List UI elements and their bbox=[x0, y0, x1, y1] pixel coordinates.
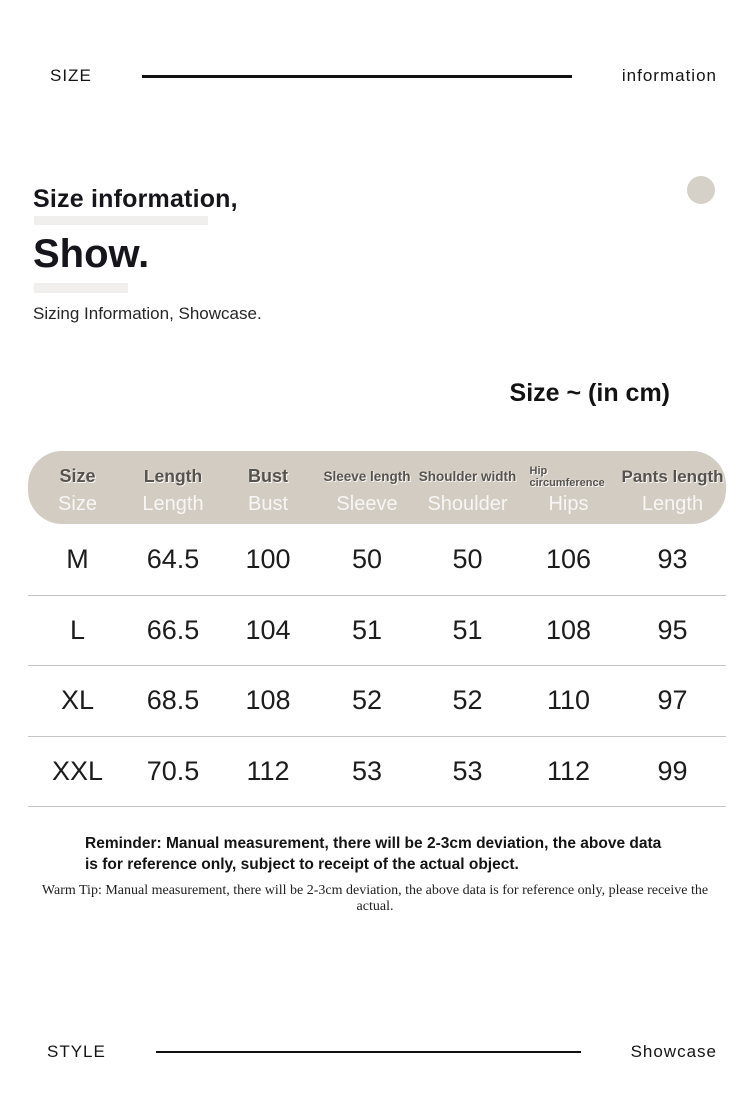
size-row-xl: XL 68.5 108 52 52 110 97 bbox=[28, 666, 726, 737]
header-sublabel-length: Length bbox=[142, 493, 204, 515]
header-cell-pants: Pants length Length bbox=[619, 462, 726, 524]
cell-length: 64.5 bbox=[146, 544, 200, 575]
top-banner-right-label: information bbox=[621, 66, 717, 85]
cell-pants: 97 bbox=[657, 685, 688, 716]
header-cell-shoulder: Shoulder width Shoulder bbox=[417, 462, 518, 524]
header-label-sleeve: Sleeve length bbox=[323, 468, 411, 484]
top-banner-left-label: SIZE bbox=[50, 66, 92, 85]
heading-highlight-bar-2 bbox=[34, 283, 128, 293]
heading-highlight-bar-1 bbox=[34, 216, 208, 225]
header-sublabel-hips: Hips bbox=[548, 493, 589, 515]
cell-length: 70.5 bbox=[146, 755, 200, 786]
reminder-text: Reminder: Manual measurement, there will… bbox=[85, 835, 662, 873]
header-sublabel-pants: Length bbox=[641, 493, 704, 515]
cell-bust: 108 bbox=[245, 685, 291, 716]
page-subtitle: Sizing Information, Showcase. bbox=[33, 304, 262, 323]
cell-shoulder: 52 bbox=[452, 685, 483, 716]
cell-sleeve: 51 bbox=[351, 614, 383, 645]
cell-hips: 112 bbox=[546, 755, 591, 786]
size-table-body: M 64.5 100 50 50 106 93 L 66.5 104 51 51… bbox=[28, 525, 726, 807]
size-table: Size Size Length Length Bust Bust Sleeve… bbox=[28, 451, 726, 807]
cell-sleeve: 50 bbox=[351, 544, 383, 575]
cell-sleeve: 53 bbox=[351, 755, 383, 786]
header-sublabel-bust: Bust bbox=[247, 493, 289, 515]
header-sublabel-size: Size bbox=[58, 493, 97, 515]
cell-length: 66.5 bbox=[146, 614, 200, 645]
cell-shoulder: 50 bbox=[452, 544, 483, 575]
cell-size: XXL bbox=[51, 755, 104, 786]
cell-bust: 112 bbox=[246, 755, 290, 786]
cell-shoulder: 53 bbox=[452, 755, 483, 786]
cell-pants: 95 bbox=[657, 614, 688, 645]
cell-hips: 106 bbox=[545, 544, 592, 575]
cell-hips: 110 bbox=[546, 685, 591, 716]
bottom-banner-left-label: STYLE bbox=[47, 1042, 106, 1061]
cell-size: L bbox=[69, 614, 86, 645]
header-sublabel-sleeve: Sleeve bbox=[336, 493, 398, 515]
cell-bust: 100 bbox=[245, 544, 291, 575]
bottom-banner-rule bbox=[155, 1051, 581, 1053]
cell-sleeve: 52 bbox=[351, 685, 383, 716]
size-row-l: L 66.5 104 51 51 108 95 bbox=[28, 596, 726, 666]
page-title-line2: Show. bbox=[33, 232, 150, 276]
header-cell-length: Length Length bbox=[127, 462, 219, 524]
top-banner-rule bbox=[141, 74, 572, 78]
header-cell-sleeve: Sleeve length Sleeve bbox=[317, 462, 417, 524]
unit-note: Size ~ (in cm) bbox=[509, 379, 670, 407]
header-label-shoulder: Shoulder width bbox=[418, 468, 517, 484]
header-label-hips: Hip circumference bbox=[529, 464, 605, 489]
header-cell-size: Size Size bbox=[28, 462, 127, 524]
decorative-dot-icon bbox=[687, 176, 715, 204]
cell-shoulder: 51 bbox=[452, 614, 483, 645]
top-banner: SIZE information bbox=[50, 66, 717, 86]
cell-hips: 108 bbox=[545, 614, 592, 645]
cell-size: XL bbox=[60, 685, 95, 716]
header-label-pants: Pants length bbox=[621, 466, 724, 486]
cell-length: 68.5 bbox=[146, 685, 200, 716]
page-title-line1: Size information, bbox=[33, 185, 238, 213]
warm-tip-text: Warm Tip: Manual measurement, there will… bbox=[41, 883, 709, 914]
cell-pants: 99 bbox=[657, 755, 688, 786]
bottom-banner-right-label: Showcase bbox=[630, 1042, 717, 1061]
size-row-m: M 64.5 100 50 50 106 93 bbox=[28, 525, 726, 596]
header-label-bust: Bust bbox=[248, 466, 288, 487]
bottom-banner: STYLE Showcase bbox=[47, 1042, 717, 1062]
size-row-xxl: XXL 70.5 112 53 53 112 99 bbox=[28, 737, 726, 807]
cell-pants: 93 bbox=[657, 544, 688, 575]
header-label-length: Length bbox=[143, 466, 203, 487]
header-cell-hips: Hip circumference Hips bbox=[518, 462, 619, 524]
header-cell-bust: Bust Bust bbox=[219, 462, 317, 524]
cell-bust: 104 bbox=[245, 614, 291, 645]
cell-size: M bbox=[66, 544, 89, 575]
size-table-header: Size Size Length Length Bust Bust Sleeve… bbox=[28, 451, 726, 524]
header-sublabel-shoulder: Shoulder bbox=[427, 493, 508, 515]
header-label-size: Size bbox=[59, 466, 96, 487]
